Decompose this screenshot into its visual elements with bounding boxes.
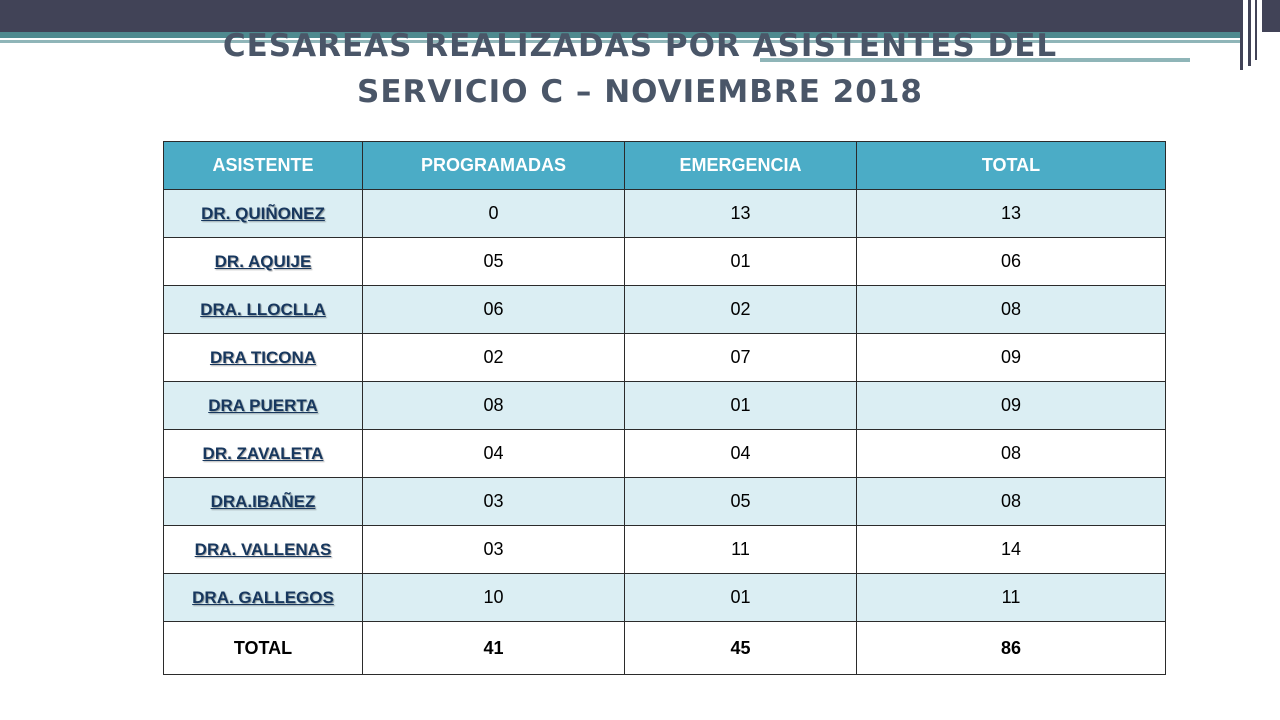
cesareas-table: ASISTENTE PROGRAMADAS EMERGENCIA TOTAL D…	[163, 141, 1166, 675]
table-row: DRA TICONA 02 07 09	[163, 333, 1166, 382]
emergencia-value: 01	[624, 573, 857, 622]
emergencia-value: 05	[624, 477, 857, 526]
totals-row: TOTAL 41 45 86	[163, 621, 1166, 675]
programadas-value: 05	[362, 237, 625, 286]
programadas-value: 06	[362, 285, 625, 334]
header-asistente: ASISTENTE	[163, 141, 363, 190]
emergencia-value: 13	[624, 189, 857, 238]
programadas-value: 08	[362, 381, 625, 430]
emergencia-value: 11	[624, 525, 857, 574]
asistente-name: DRA PUERTA	[163, 381, 363, 430]
title-decoration-line	[760, 58, 1190, 62]
total-value: 06	[856, 237, 1166, 286]
asistente-name: DRA. LLOCLLA	[163, 285, 363, 334]
table-row: DRA. LLOCLLA 06 02 08	[163, 285, 1166, 334]
programadas-value: 02	[362, 333, 625, 382]
table-row: DRA. VALLENAS 03 11 14	[163, 525, 1166, 574]
table-row: DR. QUIÑONEZ 0 13 13	[163, 189, 1166, 238]
totals-emergencia: 45	[624, 621, 857, 675]
totals-label: TOTAL	[163, 621, 363, 675]
emergencia-value: 01	[624, 237, 857, 286]
asistente-name: DRA.IBAÑEZ	[163, 477, 363, 526]
asistente-name: DRA TICONA	[163, 333, 363, 382]
asistente-name: DRA. GALLEGOS	[163, 573, 363, 622]
slide-corner-decoration	[1240, 0, 1280, 70]
table-row: DR. AQUIJE 05 01 06	[163, 237, 1166, 286]
page-title-line-1: CESAREAS REALIZADAS POR ASISTENTES DEL	[222, 28, 1058, 64]
header-total: TOTAL	[856, 141, 1166, 190]
table-row: DRA.IBAÑEZ 03 05 08	[163, 477, 1166, 526]
total-value: 13	[856, 189, 1166, 238]
asistente-name: DR. AQUIJE	[163, 237, 363, 286]
header-emergencia: EMERGENCIA	[624, 141, 857, 190]
table-row: DRA. GALLEGOS 10 01 11	[163, 573, 1166, 622]
total-value: 08	[856, 285, 1166, 334]
totals-programadas: 41	[362, 621, 625, 675]
total-value: 11	[856, 573, 1166, 622]
totals-total: 86	[856, 621, 1166, 675]
header-programadas: PROGRAMADAS	[362, 141, 625, 190]
emergencia-value: 01	[624, 381, 857, 430]
total-value: 09	[856, 333, 1166, 382]
table-row: DR. ZAVALETA 04 04 08	[163, 429, 1166, 478]
emergencia-value: 04	[624, 429, 857, 478]
asistente-name: DR. ZAVALETA	[163, 429, 363, 478]
slide-accent-line-thin	[0, 40, 1240, 43]
programadas-value: 03	[362, 525, 625, 574]
slide-top-bar	[0, 0, 1240, 32]
total-value: 08	[856, 429, 1166, 478]
emergencia-value: 07	[624, 333, 857, 382]
asistente-name: DR. QUIÑONEZ	[163, 189, 363, 238]
table-row: DRA PUERTA 08 01 09	[163, 381, 1166, 430]
total-value: 09	[856, 381, 1166, 430]
total-value: 14	[856, 525, 1166, 574]
slide-accent-line	[0, 32, 1240, 38]
programadas-value: 0	[362, 189, 625, 238]
page-title-line-2: SERVICIO C – NOVIEMBRE 2018	[357, 74, 923, 110]
programadas-value: 10	[362, 573, 625, 622]
asistente-name: DRA. VALLENAS	[163, 525, 363, 574]
table-header-row: ASISTENTE PROGRAMADAS EMERGENCIA TOTAL	[163, 141, 1166, 190]
programadas-value: 04	[362, 429, 625, 478]
emergencia-value: 02	[624, 285, 857, 334]
total-value: 08	[856, 477, 1166, 526]
programadas-value: 03	[362, 477, 625, 526]
